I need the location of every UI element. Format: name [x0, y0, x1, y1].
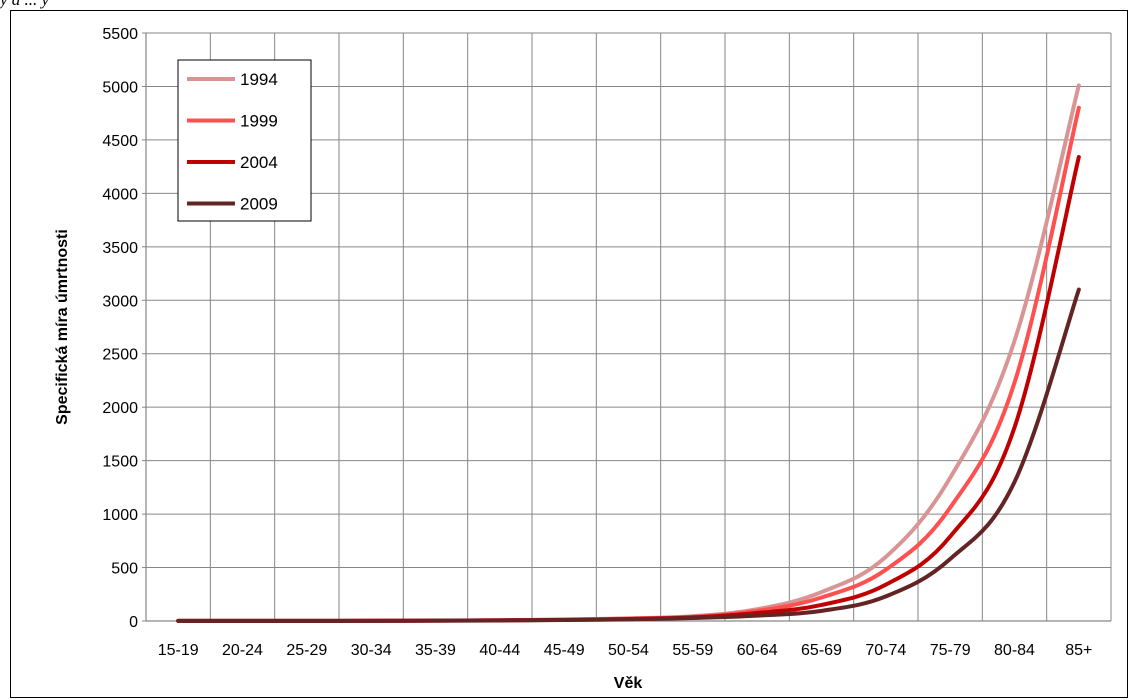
x-tick-label: 45-49 — [544, 642, 585, 659]
y-tick-label: 2500 — [102, 347, 138, 364]
y-tick-label: 500 — [111, 561, 138, 578]
y-tick-label: 5500 — [102, 26, 138, 43]
cropped-text-fragment: y á ... y — [0, 0, 49, 10]
series-line-2004 — [176, 155, 1081, 623]
y-tick-label: 3000 — [102, 293, 138, 310]
x-tick-label: 20-24 — [222, 642, 263, 659]
y-axis-ticks: 0 500 1000 1500 2000 2500 3000 3500 4000 4500 5000… — [102, 26, 146, 631]
x-tick-label: 80-84 — [994, 642, 1035, 659]
x-tick-label: 85+ — [1065, 642, 1092, 659]
x-tick-label: 60-64 — [737, 642, 778, 659]
legend-label-1999: 1999 — [240, 112, 278, 131]
x-tick-label: 30-34 — [351, 642, 392, 659]
legend-label-2009: 2009 — [240, 195, 278, 214]
legend: 1994 1999 2004 2009 — [177, 59, 312, 222]
x-tick-label: 15-19 — [158, 642, 199, 659]
y-tick-label: 0 — [129, 614, 138, 631]
y-tick-label: 3500 — [102, 240, 138, 257]
series-lines — [176, 83, 1081, 623]
y-tick-label: 4000 — [102, 186, 138, 203]
legend-label-2004: 2004 — [240, 153, 278, 172]
x-tick-label: 40-44 — [479, 642, 520, 659]
x-tick-label: 25-29 — [286, 642, 327, 659]
x-axis-title: Věk — [614, 675, 643, 692]
legend-box — [177, 59, 312, 222]
x-tick-label: 70-74 — [865, 642, 906, 659]
x-tick-label: 55-59 — [672, 642, 713, 659]
x-tick-label: 65-69 — [801, 642, 842, 659]
y-tick-label: 1500 — [102, 454, 138, 471]
series-line-2009 — [176, 287, 1081, 623]
legend-label-1994: 1994 — [240, 70, 278, 89]
x-tick-label: 75-79 — [930, 642, 971, 659]
x-tick-label: 50-54 — [608, 642, 649, 659]
y-tick-label: 1000 — [102, 507, 138, 524]
x-tick-label: 35-39 — [415, 642, 456, 659]
y-tick-label: 4500 — [102, 133, 138, 150]
series-line-1994 — [176, 83, 1081, 623]
y-tick-label: 5000 — [102, 79, 138, 96]
x-axis-ticks: 15-19 20-24 25-29 30-34 35-39 40-44 45-49 50-54… — [158, 642, 1093, 659]
y-tick-label: 2000 — [102, 400, 138, 417]
y-axis-title: Specifická míra úmrtnosti — [54, 229, 71, 425]
